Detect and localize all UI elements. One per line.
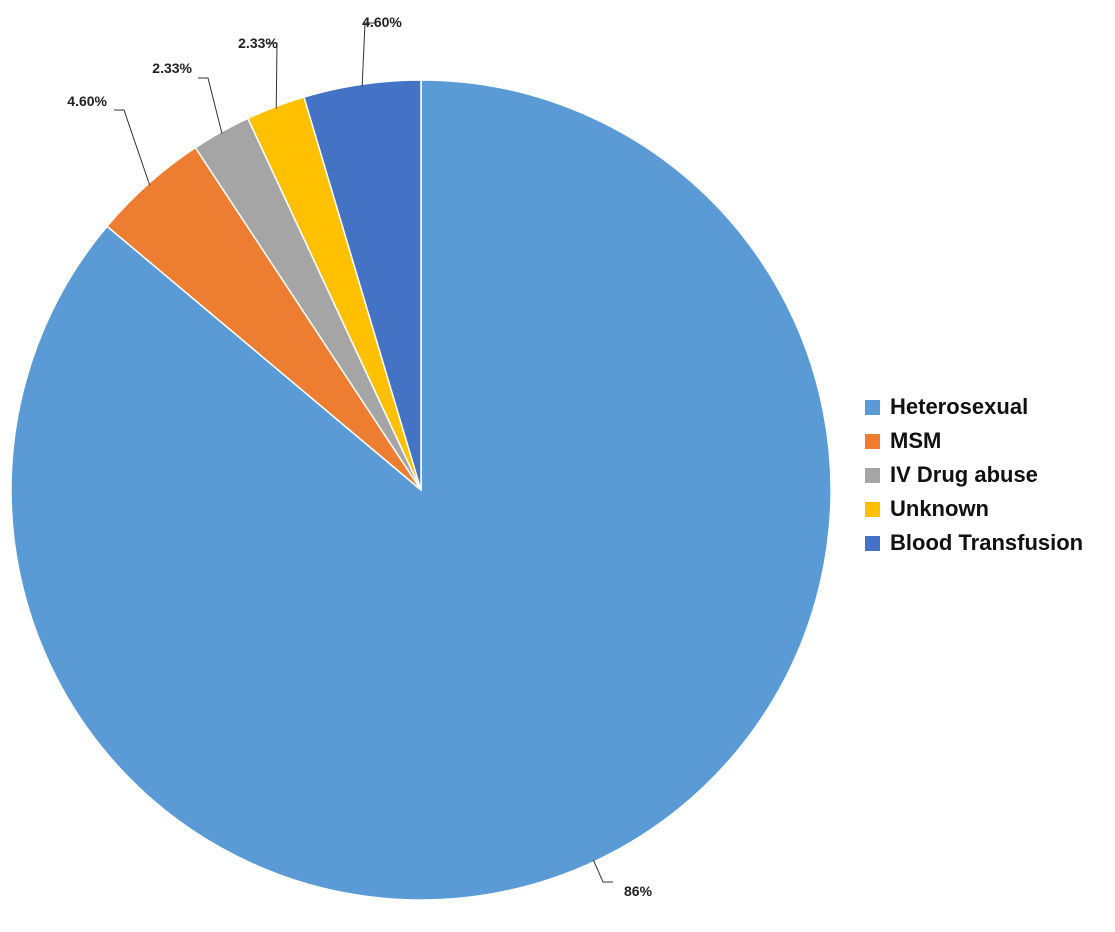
leader-line-unknown (267, 42, 278, 109)
leader-line-blood-transfusion (361, 22, 375, 87)
legend-swatch (865, 399, 880, 415)
data-label-iv-drug-abuse: 2.33% (152, 60, 192, 76)
legend-label: Blood Transfusion (890, 530, 1084, 555)
legend-item-heterosexual: Heterosexual (865, 390, 1083, 424)
data-label-heterosexual: 86% (624, 883, 653, 899)
data-label-unknown: 2.33% (238, 35, 278, 51)
legend-label: Unknown (890, 496, 989, 521)
legend-swatch (865, 535, 880, 551)
legend-label: IV Drug abuse (890, 462, 1038, 487)
data-label-msm: 4.60% (67, 93, 107, 109)
leader-line-msm (114, 109, 151, 186)
legend-item-msm: MSM (865, 424, 1083, 458)
legend-item-blood-transfusion: Blood Transfusion (865, 526, 1083, 560)
legend-label: MSM (890, 428, 942, 453)
leader-line-iv-drug-abuse (198, 77, 223, 134)
leader-line-heterosexual (592, 859, 613, 883)
legend-swatch (865, 501, 880, 517)
legend-swatch (865, 467, 880, 483)
legend-item-iv-drug-abuse: IV Drug abuse (865, 458, 1083, 492)
legend: Heterosexual MSM IV Drug abuse Unknown Blood… (865, 390, 1083, 560)
pie-slices (10, 79, 832, 901)
legend-swatch (865, 433, 880, 449)
legend-item-unknown: Unknown (865, 492, 1083, 526)
legend-label: Heterosexual (890, 394, 1029, 419)
data-labels: 86% 4.60% 2.33% 2.33% 4.60% (67, 14, 652, 899)
data-label-blood-transfusion: 4.60% (362, 14, 402, 30)
leader-lines (114, 22, 613, 883)
